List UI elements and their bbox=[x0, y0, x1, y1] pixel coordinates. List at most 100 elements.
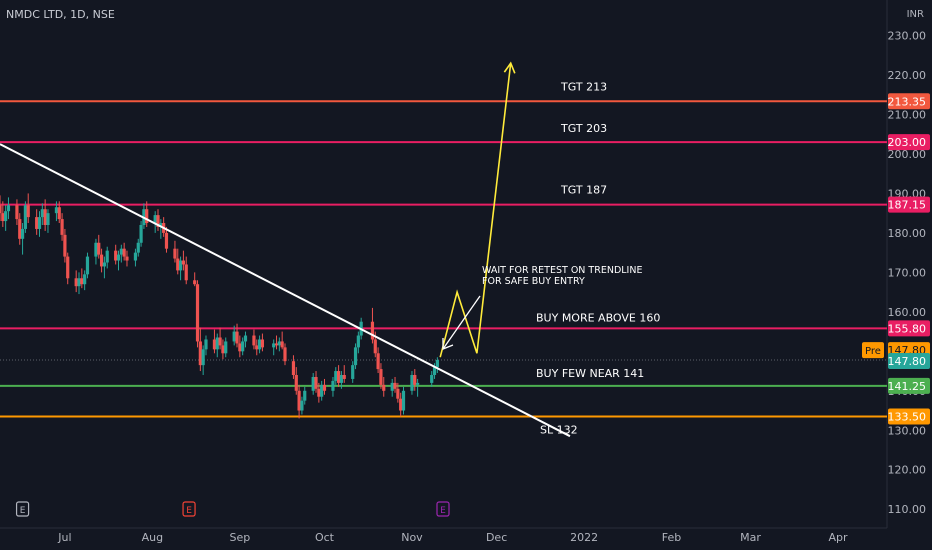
candle-body bbox=[156, 215, 160, 227]
y-tick-label: 220.00 bbox=[888, 69, 927, 82]
candle-body bbox=[57, 207, 61, 220]
y-tick-label: 160.00 bbox=[888, 306, 927, 319]
candle-body bbox=[215, 337, 219, 350]
candle-body bbox=[356, 335, 360, 348]
x-tick-label: Jul bbox=[57, 531, 71, 544]
candle-body bbox=[300, 400, 304, 411]
candle-body bbox=[99, 254, 104, 267]
y-tick-label: 130.00 bbox=[888, 424, 927, 437]
candle-body bbox=[54, 207, 59, 214]
earnings-marker-label: E bbox=[440, 506, 446, 516]
candle-body bbox=[272, 343, 276, 348]
candle-body bbox=[0, 205, 2, 214]
y-tick-label: 170.00 bbox=[888, 266, 927, 279]
candle-body bbox=[66, 256, 70, 279]
pre-label-box bbox=[862, 342, 884, 359]
pre-label: Pre bbox=[865, 346, 881, 357]
level-price-tag: 155.80 bbox=[888, 322, 927, 335]
x-tick-label: Sep bbox=[229, 531, 250, 544]
candle-body bbox=[334, 371, 338, 381]
projection-arrow-head bbox=[503, 61, 516, 74]
candle-body bbox=[401, 390, 406, 411]
candle-body bbox=[94, 242, 98, 257]
candle-body bbox=[97, 242, 101, 255]
level-price-tag: 203.00 bbox=[888, 136, 927, 149]
level-price-tag-box bbox=[888, 408, 930, 425]
current-price-tag: 147.80 bbox=[888, 355, 927, 368]
candle-body bbox=[218, 337, 222, 346]
candle-body bbox=[204, 339, 208, 350]
candle-body bbox=[4, 211, 8, 222]
candle-body bbox=[373, 339, 377, 354]
level-price-tag-box bbox=[888, 93, 930, 110]
currency-label: INR bbox=[906, 9, 924, 20]
candle-body bbox=[181, 260, 186, 265]
candle-body bbox=[63, 234, 67, 257]
candle-body bbox=[393, 382, 397, 389]
level-price-tag: 141.25 bbox=[888, 380, 927, 393]
y-tick-label: 180.00 bbox=[888, 227, 927, 240]
earnings-marker bbox=[436, 501, 450, 517]
candle-body bbox=[102, 262, 107, 267]
candle-body bbox=[139, 225, 143, 243]
level-label: TGT 187 bbox=[560, 184, 607, 197]
candle-body bbox=[221, 345, 225, 354]
candle-body bbox=[26, 205, 30, 218]
candle-body bbox=[83, 274, 87, 285]
level-price-tag: 133.50 bbox=[888, 410, 927, 423]
candle-body bbox=[85, 256, 90, 275]
candle-body bbox=[201, 349, 205, 366]
candle-body bbox=[238, 343, 242, 352]
candle-body bbox=[178, 260, 183, 271]
candle-body bbox=[74, 278, 78, 287]
candle-body bbox=[274, 343, 279, 346]
candle-body bbox=[370, 321, 375, 340]
x-tick-label: Oct bbox=[315, 531, 335, 544]
candle-body bbox=[159, 223, 163, 227]
candle-body bbox=[18, 219, 22, 239]
candle-body bbox=[193, 280, 197, 285]
candle-body bbox=[311, 376, 315, 391]
candle-body bbox=[105, 250, 109, 263]
retest-arrow-head bbox=[442, 338, 454, 350]
candle-body bbox=[212, 339, 217, 350]
candle-body bbox=[320, 384, 324, 397]
current-price-tag-box bbox=[888, 353, 930, 369]
level-label: TGT 213 bbox=[560, 80, 607, 93]
candle-body bbox=[235, 331, 239, 344]
candle-body bbox=[277, 341, 281, 346]
candle-body bbox=[379, 369, 383, 385]
candle-body bbox=[116, 254, 121, 261]
candle-body bbox=[252, 335, 256, 346]
level-price-tag: 187.15 bbox=[888, 199, 927, 212]
candle-body bbox=[303, 390, 307, 401]
candle-body bbox=[153, 215, 157, 224]
x-tick-label: Mar bbox=[740, 531, 761, 544]
candle-body bbox=[322, 384, 327, 391]
candle-body bbox=[15, 205, 19, 220]
level-price-tag-box bbox=[888, 196, 930, 213]
candle-body bbox=[291, 361, 296, 375]
x-tick-label: 2022 bbox=[570, 531, 598, 544]
candle-body bbox=[297, 390, 301, 411]
candle-body bbox=[294, 375, 298, 391]
candle-body bbox=[1, 213, 5, 222]
candle-body bbox=[184, 264, 188, 281]
candle-body bbox=[6, 205, 11, 212]
trendline bbox=[0, 143, 571, 438]
candle-body bbox=[353, 347, 358, 366]
candle-body bbox=[198, 341, 202, 366]
candle-body bbox=[195, 284, 200, 342]
candle-body bbox=[331, 380, 335, 391]
candle-body bbox=[23, 205, 27, 229]
candle-body bbox=[136, 242, 140, 253]
symbol-title: NMDC LTD, 1D, NSE bbox=[6, 8, 115, 21]
candle-body bbox=[125, 256, 129, 261]
level-price-tag-box bbox=[888, 377, 930, 394]
level-label: BUY MORE ABOVE 160 bbox=[536, 311, 660, 324]
candle-body bbox=[77, 278, 81, 287]
y-tick-label: 120.00 bbox=[888, 464, 927, 477]
